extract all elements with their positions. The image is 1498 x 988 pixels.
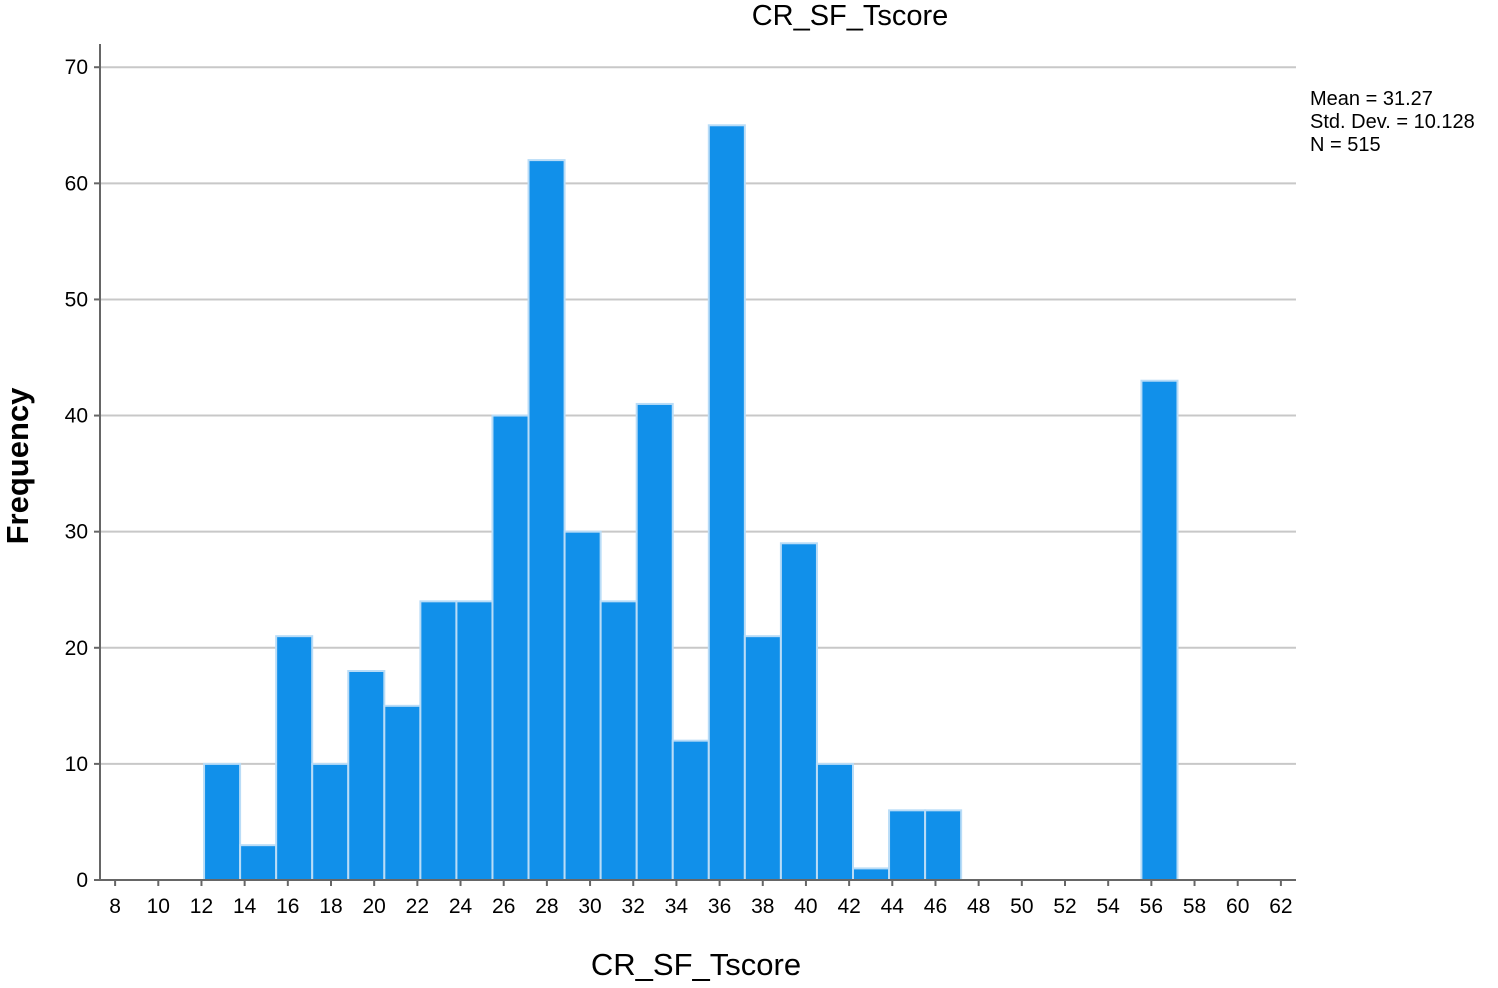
x-tick-label-44: 44 <box>881 895 905 918</box>
bar-1 <box>239 844 278 882</box>
x-tick-label-22: 22 <box>406 895 429 918</box>
x-tick-label-46: 46 <box>924 895 947 918</box>
x-tick-label-48: 48 <box>967 895 990 918</box>
x-tick-label-28: 28 <box>535 895 558 918</box>
x-tick-label-12: 12 <box>190 895 213 918</box>
bar-15 <box>743 635 782 882</box>
x-axis-label: CR_SF_Tscore <box>590 947 802 982</box>
x-tick-label-32: 32 <box>622 895 645 918</box>
y-tick-label-70: 70 <box>65 56 88 79</box>
x-tick-label-52: 52 <box>1053 895 1076 918</box>
x-tick-label-40: 40 <box>794 895 817 918</box>
bar-9 <box>527 159 566 882</box>
bar-19 <box>888 809 927 881</box>
x-tick-label-34: 34 <box>665 895 689 918</box>
x-tick-label-20: 20 <box>362 895 385 918</box>
y-tick-label-60: 60 <box>65 172 88 195</box>
x-tick-label-30: 30 <box>578 895 601 918</box>
bar-4 <box>347 670 386 881</box>
x-tick-label-56: 56 <box>1140 895 1163 918</box>
x-tick-label-54: 54 <box>1097 895 1121 918</box>
x-tick-label-18: 18 <box>319 895 342 918</box>
bar-10 <box>563 530 602 882</box>
bar-6 <box>419 600 458 881</box>
y-tick-label-0: 0 <box>76 869 88 892</box>
bar-5 <box>383 704 422 881</box>
y-tick-label-30: 30 <box>65 521 88 544</box>
stat-n: N = 515 <box>1310 134 1381 156</box>
x-tick-label-58: 58 <box>1183 895 1206 918</box>
bar-11 <box>599 600 638 881</box>
x-tick-label-26: 26 <box>492 895 515 918</box>
x-tick-label-16: 16 <box>276 895 299 918</box>
bar-18 <box>852 867 891 882</box>
chart-title: CR_SF_Tscore <box>751 0 949 32</box>
bar-12 <box>635 402 674 881</box>
bar-13 <box>671 739 710 882</box>
y-tick-label-40: 40 <box>65 405 88 428</box>
bar-14 <box>707 124 746 882</box>
y-tick-label-10: 10 <box>65 753 88 776</box>
bar-7 <box>455 600 494 881</box>
x-tick-label-14: 14 <box>233 895 257 918</box>
bar-0 <box>203 762 242 882</box>
x-tick-label-50: 50 <box>1010 895 1033 918</box>
bar-2 <box>275 635 314 882</box>
bar-16 <box>779 542 818 881</box>
x-tick-label-24: 24 <box>449 895 473 918</box>
x-tick-label-8: 8 <box>109 895 121 918</box>
bar-17 <box>815 762 855 882</box>
x-tick-label-60: 60 <box>1226 895 1249 918</box>
x-tick-label-36: 36 <box>708 895 731 918</box>
y-axis-label: Frequency <box>0 387 35 545</box>
x-tick-label-38: 38 <box>751 895 774 918</box>
bar-20 <box>924 809 963 881</box>
x-tick-label-10: 10 <box>147 895 170 918</box>
y-tick-label-50: 50 <box>65 288 88 311</box>
stats-box: Mean = 31.27 Std. Dev. = 10.128 N = 515 <box>1310 88 1475 157</box>
stat-std-dev: Std. Dev. = 10.128 <box>1310 111 1475 133</box>
y-tick-label-20: 20 <box>65 637 88 660</box>
bar-3 <box>311 762 350 882</box>
x-tick-label-42: 42 <box>837 895 860 918</box>
x-tick-label-62: 62 <box>1269 895 1292 918</box>
bar-8 <box>491 414 530 881</box>
stat-mean: Mean = 31.27 <box>1310 88 1433 110</box>
bar-21 <box>1140 379 1179 881</box>
